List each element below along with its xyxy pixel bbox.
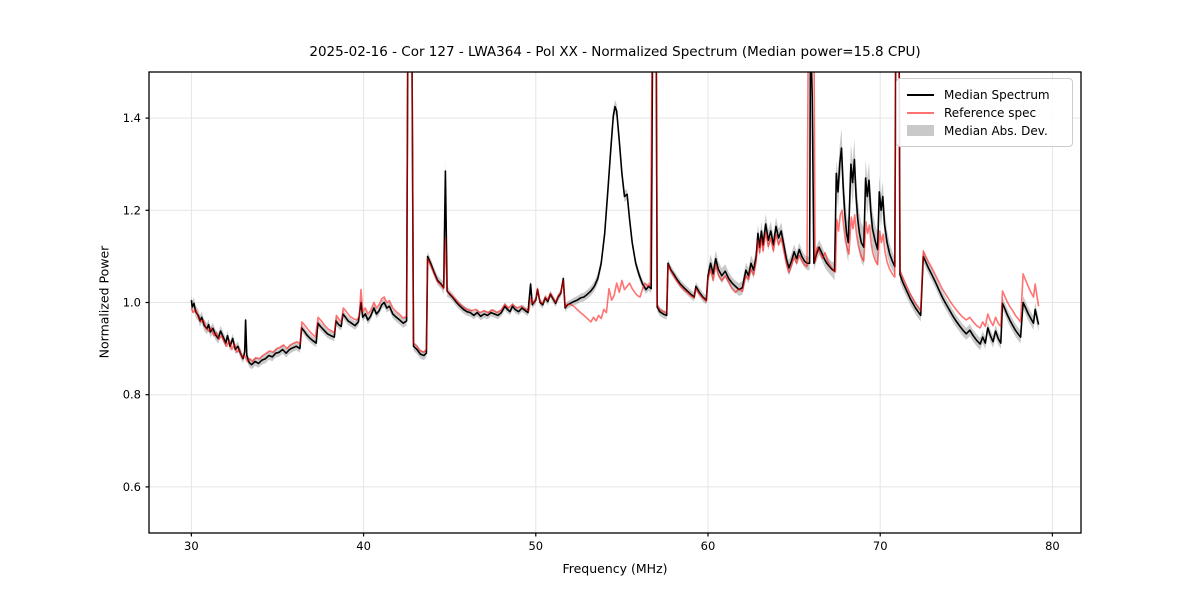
tick-marks (145, 117, 1054, 537)
x-tick-label-50: 50 (528, 539, 543, 553)
legend-item-median-spectrum: Median Spectrum (907, 86, 1062, 103)
y-tick-label-0.6: 0.6 (123, 480, 141, 494)
reference-spec-line (190, 72, 1040, 363)
y-tick-label-1.4: 1.4 (123, 111, 141, 125)
plot-data-layer (190, 72, 1040, 370)
median-line-sample-icon (907, 93, 934, 96)
y-tick-label-1.0: 1.0 (123, 296, 141, 310)
grid-lines (149, 72, 1081, 533)
y-axis-label: Normalized Power (96, 245, 112, 359)
x-tick-label-30: 30 (184, 539, 199, 553)
legend-label: Median Spectrum (944, 87, 1050, 102)
legend-item-median-abs-dev: Median Abs. Dev. (907, 122, 1062, 139)
mad-patch-sample-icon (907, 125, 934, 136)
reference-line-sample-icon (907, 111, 934, 114)
y-tick-label-0.8: 0.8 (123, 388, 141, 402)
y-tick-label-1.2: 1.2 (123, 203, 141, 217)
x-tick-label-80: 80 (1045, 539, 1060, 553)
chart-title: 2025-02-16 - Cor 127 - LWA364 - Pol XX -… (309, 44, 921, 60)
x-axis-label: Frequency (MHz) (562, 561, 668, 576)
legend-item-reference-spec: Reference spec (907, 104, 1062, 121)
x-tick-label-70: 70 (873, 539, 888, 553)
tick-labels: 30 40 50 60 70 80 0.6 0.8 1.0 1.2 1.4 (123, 111, 1060, 553)
x-tick-label-60: 60 (701, 539, 716, 553)
legend: Median Spectrum Reference spec Median Ab… (896, 78, 1073, 147)
legend-label: Reference spec (944, 105, 1037, 120)
legend-label: Median Abs. Dev. (944, 123, 1048, 138)
x-tick-label-40: 40 (356, 539, 371, 553)
